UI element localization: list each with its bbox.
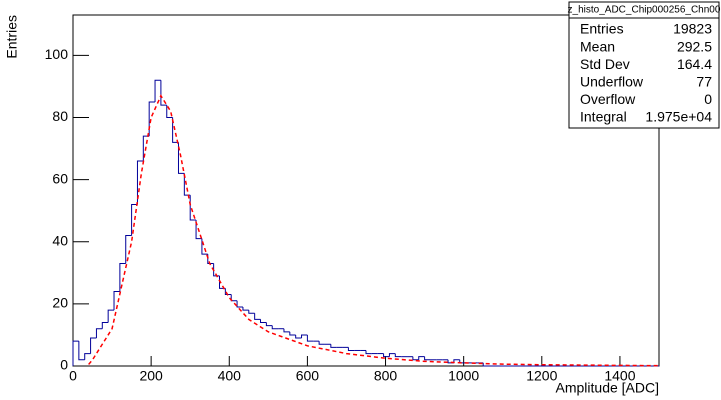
histogram-bin [271, 325, 279, 330]
stats-label: Std Dev [580, 56, 630, 72]
histogram-bin [136, 160, 144, 205]
histogram-bin [265, 322, 273, 327]
y-tick-label: 80 [52, 108, 68, 124]
stats-label: Entries [580, 21, 624, 37]
x-tick-label: 400 [218, 368, 242, 384]
x-tick-label: 1400 [604, 368, 635, 384]
histogram-bin [172, 117, 179, 143]
histogram-bin [388, 353, 396, 357]
histogram-bin [283, 328, 290, 333]
histogram-bin [224, 288, 232, 296]
y-tick-label: 0 [60, 357, 68, 373]
stats-label: Mean [580, 38, 615, 54]
y-tick-label: 40 [52, 232, 68, 248]
histogram-bin [166, 105, 173, 119]
x-tick-label: 800 [374, 368, 398, 384]
y-tick-label: 60 [52, 170, 68, 186]
histogram-bin [260, 319, 267, 324]
x-tick-label: 1000 [448, 368, 479, 384]
histogram-bin [289, 331, 296, 336]
y-tick-label: 20 [52, 295, 68, 311]
histogram-bin [113, 290, 120, 311]
x-axis-label: Amplitude [ADC] [556, 380, 659, 396]
histogram-bin [201, 238, 208, 255]
histogram-bin [195, 220, 202, 240]
stats-value: 77 [696, 74, 712, 90]
histogram-bin [160, 80, 167, 106]
stats-value: 0 [704, 91, 712, 107]
histogram-bin [189, 195, 197, 221]
histogram-bin [154, 79, 161, 102]
histogram-bin [318, 341, 325, 345]
histogram-bin [412, 356, 419, 361]
stats-box: z_histo_ADC_Chip000256_Chn00 [568, 1, 721, 129]
histogram-bin [482, 362, 490, 367]
x-tick-label: 200 [139, 368, 163, 384]
histogram-bin [236, 300, 243, 308]
histogram-bin [248, 310, 255, 314]
histogram-bin [306, 334, 314, 342]
histogram-bin [125, 235, 132, 264]
histogram-bin [107, 309, 115, 323]
histogram-bin [394, 353, 402, 358]
plot-frame [72, 14, 660, 367]
stats-frame [568, 1, 720, 129]
stats-value: 292.5 [677, 38, 712, 54]
stats-label: Underflow [580, 74, 644, 90]
stats-value: 19823 [673, 21, 712, 37]
stats-title: z_histo_ADC_Chip000256_Chn00 [568, 5, 721, 16]
stats-value: 164.4 [677, 56, 712, 72]
histogram-bin [131, 203, 138, 236]
histogram-bin [242, 306, 249, 311]
histogram-bin [347, 347, 355, 351]
x-tick-label: 600 [296, 368, 320, 384]
histogram-bin [383, 353, 390, 358]
histogram-bin [119, 262, 126, 292]
stats-label: Overflow [580, 91, 636, 107]
y-axis-label: Entries [4, 15, 20, 59]
histogram-bin [330, 344, 337, 348]
stats-value: 1.975e+04 [645, 109, 712, 125]
histogram-bin [148, 101, 156, 137]
histogram-bin [101, 322, 109, 329]
stats-label: Integral [580, 109, 627, 125]
histogram-bin [254, 313, 261, 320]
histogram-bin [90, 337, 97, 354]
histogram-bin [424, 356, 431, 361]
histogram-bin [365, 350, 372, 355]
histogram-bin [418, 356, 425, 360]
histogram-bin [177, 142, 185, 174]
histogram-bin [295, 334, 302, 339]
x-tick-label: 1200 [526, 368, 557, 384]
histogram-bin [78, 341, 85, 361]
x-tick-label: 0 [69, 368, 77, 384]
histogram-bin [301, 334, 308, 339]
histogram-bin [95, 328, 103, 339]
y-tick-label: 100 [45, 46, 69, 62]
histogram-bin [84, 353, 91, 360]
fit-line [88, 94, 660, 367]
histogram-bin [72, 340, 79, 366]
